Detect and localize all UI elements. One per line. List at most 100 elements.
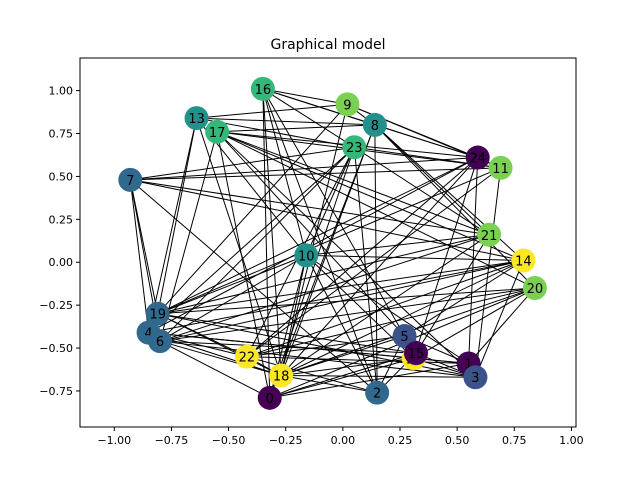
graph-node: 2 [365,380,390,405]
node-circle [477,222,502,247]
graph-edge [413,287,536,359]
graph-edge [157,260,524,315]
graph-edge [157,104,348,315]
graph-node: 18 [269,363,294,388]
y-tick-label: 0.75 [49,128,74,141]
x-tick-label: −0.75 [155,434,189,447]
node-circle [362,112,387,137]
graph-edge [159,234,490,342]
graph-node: 23 [342,135,367,160]
graph-edge [157,117,198,314]
node-label: 24 [469,152,486,167]
node-label: 3 [471,371,479,386]
graph-edge [374,124,536,289]
graph-edge [130,179,490,236]
x-tick-label: −0.25 [269,434,303,447]
graph-node: 17 [205,119,230,144]
y-tick-label: −0.50 [39,342,73,355]
x-tick-label: −0.50 [212,434,246,447]
node-label: 10 [298,249,315,264]
graph-edge [262,88,406,337]
y-tick-label: 0.00 [49,256,74,269]
graph-edge [468,287,536,364]
node-label: 11 [492,162,509,177]
graph-edge [159,287,535,342]
nodes: 0123456789101112131415161718192021222324 [118,76,547,410]
node-label: 2 [373,387,381,402]
graph-edge [157,157,478,315]
graph-node: 11 [488,155,513,180]
node-circle [294,243,319,268]
node-circle [250,76,275,101]
node-label: 14 [515,255,532,270]
x-tick-label: 1.00 [559,434,584,447]
node-circle [205,119,230,144]
graph-edge [159,340,417,354]
graph-node: 24 [465,145,490,170]
graph-edge [196,117,282,376]
graph-edge [262,88,307,256]
plot-frame [79,57,577,428]
graph-edge [305,255,378,393]
graph-edge [130,146,355,181]
node-label: 5 [400,330,408,345]
graph-edge [262,88,348,105]
graph-node: 22 [234,344,259,369]
node-label: 15 [408,347,425,362]
node-label: 7 [126,174,134,189]
graph-edge [306,234,490,256]
graph-node: 6 [148,329,172,354]
x-tick-label: 0.25 [388,434,413,447]
node-label: 4 [144,327,152,342]
node-label: 6 [156,335,164,350]
graph-edge [269,147,355,398]
x-tick-label: 0.50 [445,434,470,447]
graph-node: 7 [118,167,143,192]
graph-node: 15 [404,341,428,366]
graph-edge [196,103,348,119]
node-circle [522,275,547,300]
graph-edge [157,313,476,378]
graph-node: 20 [522,275,547,300]
graph-node: 19 [145,301,170,326]
graph-edge [474,260,524,378]
graph-node: 5 [392,324,417,349]
graph-edge [374,124,478,159]
graph-edge [196,117,375,126]
graph-node: 8 [362,112,387,137]
graph-edge [269,352,417,399]
graph-edge [269,124,376,399]
graph-node: 21 [477,222,502,247]
graph-edge [159,340,282,376]
graph-edge [280,157,479,376]
x-tick-label: 0.00 [331,434,356,447]
graph-edge [157,254,307,315]
node-label: 23 [346,141,363,156]
chart-title: Graphical model [270,37,385,53]
graph-edge [354,146,490,236]
graph-edge [157,167,501,315]
graph-edge [130,167,501,181]
graph-node: 10 [294,243,319,268]
graph-edge [157,234,490,315]
graph-edge [281,375,378,394]
graph-edge [281,357,414,377]
graph-edge [216,131,476,378]
graph-node: 13 [184,106,209,131]
node-label: 17 [209,126,226,141]
graph-edge [269,357,414,399]
graph-edge [306,254,469,364]
node-label: 19 [149,308,166,323]
graph-edge [159,131,218,342]
node-circle [184,106,209,131]
graph-edge [246,287,535,358]
y-tick-label: −0.25 [39,299,73,312]
graph-edge [353,147,378,393]
graph-edge [246,335,405,358]
graph-edge [157,287,535,315]
graph-edge [280,260,524,376]
graph-edge [280,335,405,376]
y-tick-label: 0.50 [49,170,74,183]
graph-edge [306,254,524,262]
graph-edge [148,260,524,334]
